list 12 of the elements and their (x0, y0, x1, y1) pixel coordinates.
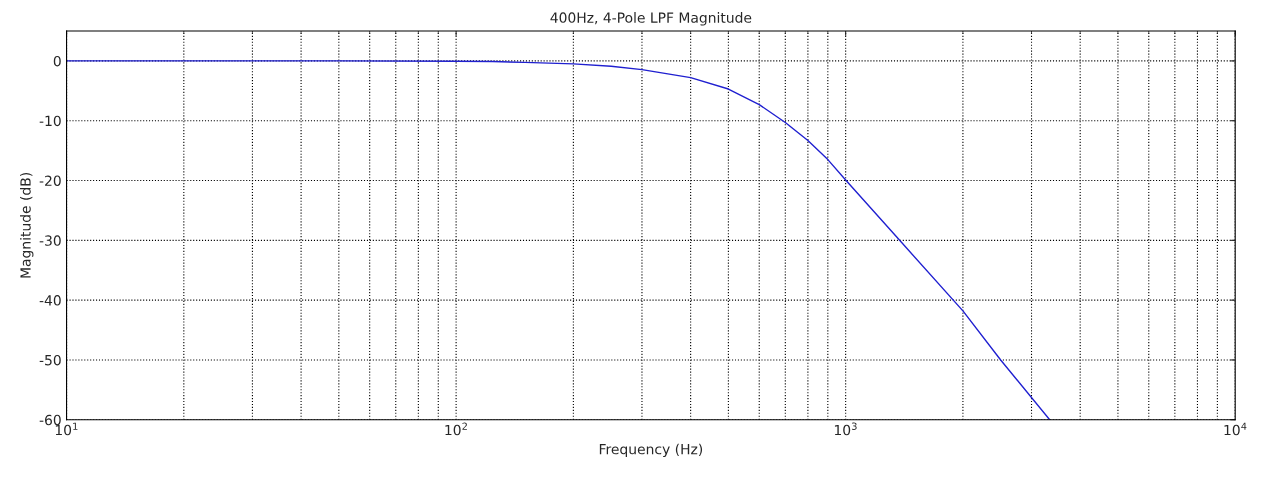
y-axis-title: Magnitude (dB) (20, 172, 34, 278)
x-axis-title: Frequency (Hz) (599, 443, 703, 458)
x-tick-label: 10$^{4}$ (1224, 422, 1247, 436)
y-tick-label: -50 (39, 354, 61, 366)
y-tick-label: -20 (39, 175, 61, 186)
y-tick-label: 0 (53, 55, 61, 67)
x-tick-label: 10$^{2}$ (445, 422, 467, 436)
x-tick-label: 10$^{3}$ (834, 422, 857, 436)
y-tick-label: -10 (39, 115, 61, 127)
y-tick-label: -40 (39, 295, 61, 306)
y-tick-label: -30 (39, 235, 61, 246)
chart-title: 400Hz, 4-Pole LPF Magnitude (550, 12, 752, 26)
